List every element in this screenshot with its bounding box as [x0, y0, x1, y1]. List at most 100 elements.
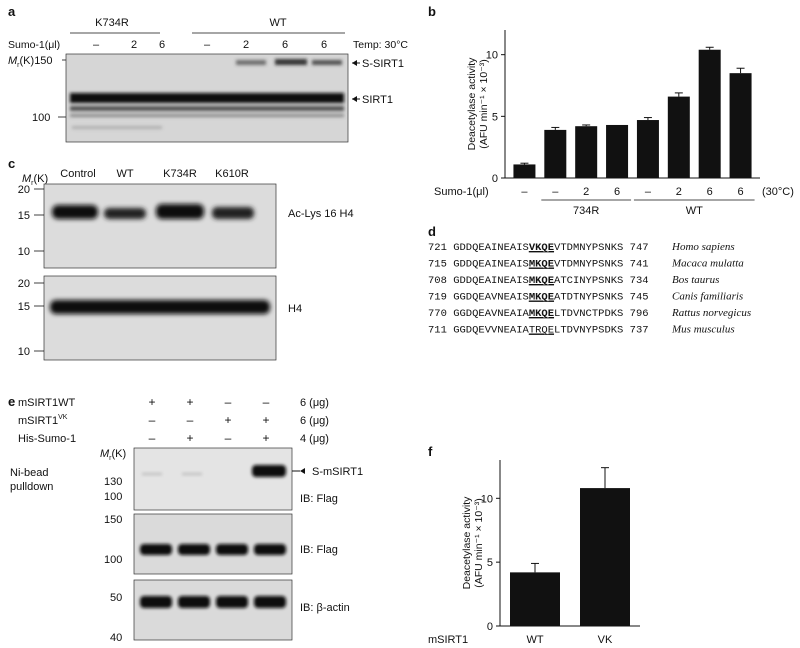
mw-marker-c: 20 [18, 184, 30, 196]
marker-e2-0: 150 [104, 514, 122, 526]
treatment-sign: + [186, 431, 193, 445]
x-tick-label: – [645, 186, 652, 198]
blot-e-1 [133, 447, 293, 511]
sumo-motif: MKQE [529, 275, 554, 287]
mr-label-e: Mr(K) [100, 448, 126, 462]
panel-e-label: e [8, 394, 15, 409]
markers-c-top: 20 15 10 [18, 184, 44, 258]
x-tick-label: – [552, 186, 559, 198]
blot-c-bottom-bands [50, 300, 270, 314]
y-tick-label: 5 [487, 557, 493, 569]
lane-labels-c: Control WT K734R K610R [60, 168, 249, 180]
group-wt-label-b: WT [686, 205, 703, 217]
lane-label-a: – [204, 39, 211, 51]
treatment-sign: + [224, 413, 231, 427]
bar [698, 49, 721, 178]
treatment-sign: – [149, 431, 156, 445]
alignment-row: 719 GGDQEAVNEAISMKQEATDTNYPSNKS 745 [428, 292, 649, 304]
treatment-sign: + [262, 431, 269, 445]
sumo-motif: MKQE [529, 259, 554, 271]
y-tick-label: 0 [492, 173, 498, 185]
y-tick-label: 10 [481, 493, 493, 505]
mw-marker-c: 15 [18, 301, 30, 313]
treatment-sign: – [187, 413, 194, 427]
blot-c-top-label: Ac-Lys 16 H4 [288, 208, 354, 220]
bar [575, 126, 598, 178]
bar [510, 572, 560, 626]
x-tick-label: 6 [614, 186, 620, 198]
bar [667, 96, 690, 178]
lane-label-a: 6 [321, 39, 327, 51]
marker-e1-0: 130 [104, 476, 122, 488]
sumo-motif: MKQE [529, 308, 554, 320]
treatment-amount: 6 (μg) [300, 415, 329, 427]
panel-a: a K734R WT Sumo-1(μl) – 2 6 – 2 6 6 Temp: 30°C… [8, 4, 408, 143]
treatment-name: His-Sumo-1 [18, 433, 76, 445]
markers-c-bottom: 20 15 10 [18, 278, 44, 358]
mr-label-c: Mr(K) [22, 173, 48, 187]
bar [606, 124, 629, 178]
species-label: Homo sapiens [671, 241, 735, 253]
alignment-row: 770 GGDQEAVNEAIAMKQELTDVNCTPDKS 796 [428, 308, 649, 320]
mw-marker-c: 20 [18, 278, 30, 290]
y-tick-label: 0 [487, 621, 493, 633]
treatment-sign: – [225, 431, 232, 445]
x-tick-label: – [521, 186, 528, 198]
sumo-motif: VKQE [529, 242, 554, 254]
panel-f: f 0 5 10 Deacetylase activity (AFU min⁻¹ × 1… [428, 444, 640, 646]
marker-e1-1: 100 [104, 491, 122, 503]
blot-e-3-ib: IB: β-actin [300, 602, 350, 614]
bar [513, 164, 536, 178]
treatment-sign: – [263, 395, 270, 409]
blot-e-3-bands [140, 596, 286, 608]
lane-label-a: 6 [159, 39, 165, 51]
group-wt-label: WT [269, 17, 286, 29]
treatment-name: mSIRT1WT [18, 397, 76, 409]
panel-a-label: a [8, 4, 16, 19]
panel-e: e mSIRT1WT + + – – 6 (μg) mSIRT1VK – – + +6 (μg) Hi… [8, 394, 363, 644]
pulldown-label-1: Ni-bead [10, 467, 49, 479]
y-tick-label: 10 [486, 50, 498, 62]
panel-b-label: b [428, 4, 436, 19]
panel-d-label: d [428, 224, 436, 239]
x-tick-label: 2 [676, 186, 682, 198]
lane-label-a: 2 [131, 39, 137, 51]
row-label: mSIRT1 [428, 634, 468, 646]
blot-c-bottom [43, 275, 277, 361]
blot-e-3 [133, 579, 293, 641]
alignment-row: 715 GDDQEAINEAISMKQEVTDMNYPSNKS 741 [428, 259, 649, 271]
temp-label-a: Temp: 30°C [353, 39, 408, 51]
panel-c-label: c [8, 156, 15, 171]
blot-c-top [43, 183, 277, 269]
y-tick-label: 5 [492, 111, 498, 123]
chart-b: 0 5 10 Deacetylase activity (AFU min⁻¹ × 10⁻… [434, 30, 794, 217]
pulldown-label-2: pulldown [10, 481, 53, 493]
treatment-sign: + [148, 395, 155, 409]
y-axis-label: Deacetylase activity [461, 496, 473, 590]
bar [729, 73, 752, 178]
lane-label-c: WT [116, 168, 133, 180]
chart-f: 0 5 10 Deacetylase activity (AFU min⁻¹ × 10⁻… [428, 460, 640, 646]
sumo-label-a: Sumo-1(μl) [8, 39, 60, 51]
y-axis-unit: (AFU min⁻¹ × 10⁻³) [478, 59, 490, 149]
panel-f-label: f [428, 444, 433, 459]
blot-e-2-ib: IB: Flag [300, 544, 338, 556]
species-label: Rattus norvegicus [671, 307, 751, 319]
alignment-row: 721 GDDQEAINEAISVKQEVTDMNYPSNKS 747 [428, 242, 649, 254]
marker-e3-0: 50 [110, 592, 122, 604]
bar [544, 129, 567, 178]
alignment-row: 711 GGDQEVVNEAIATRQELTDVNYPSDKS 737 [428, 325, 649, 337]
lane-label-c: K610R [215, 168, 249, 180]
species-label: Canis familiaris [672, 291, 743, 303]
band-s-sirt1-label: S-SIRT1 [362, 58, 404, 70]
species-label: Bos taurus [672, 274, 719, 286]
treatment-name: mSIRT1VK [18, 414, 68, 427]
treatment-amount: 4 (μg) [300, 433, 329, 445]
mw-marker-c: 10 [18, 246, 30, 258]
marker-100-a: 100 [32, 112, 50, 124]
treatment-sign: – [149, 413, 156, 427]
sumo-motif: MKQE [529, 292, 554, 304]
x-tick-label: 2 [583, 186, 589, 198]
blot-e-1-bands [142, 465, 286, 477]
